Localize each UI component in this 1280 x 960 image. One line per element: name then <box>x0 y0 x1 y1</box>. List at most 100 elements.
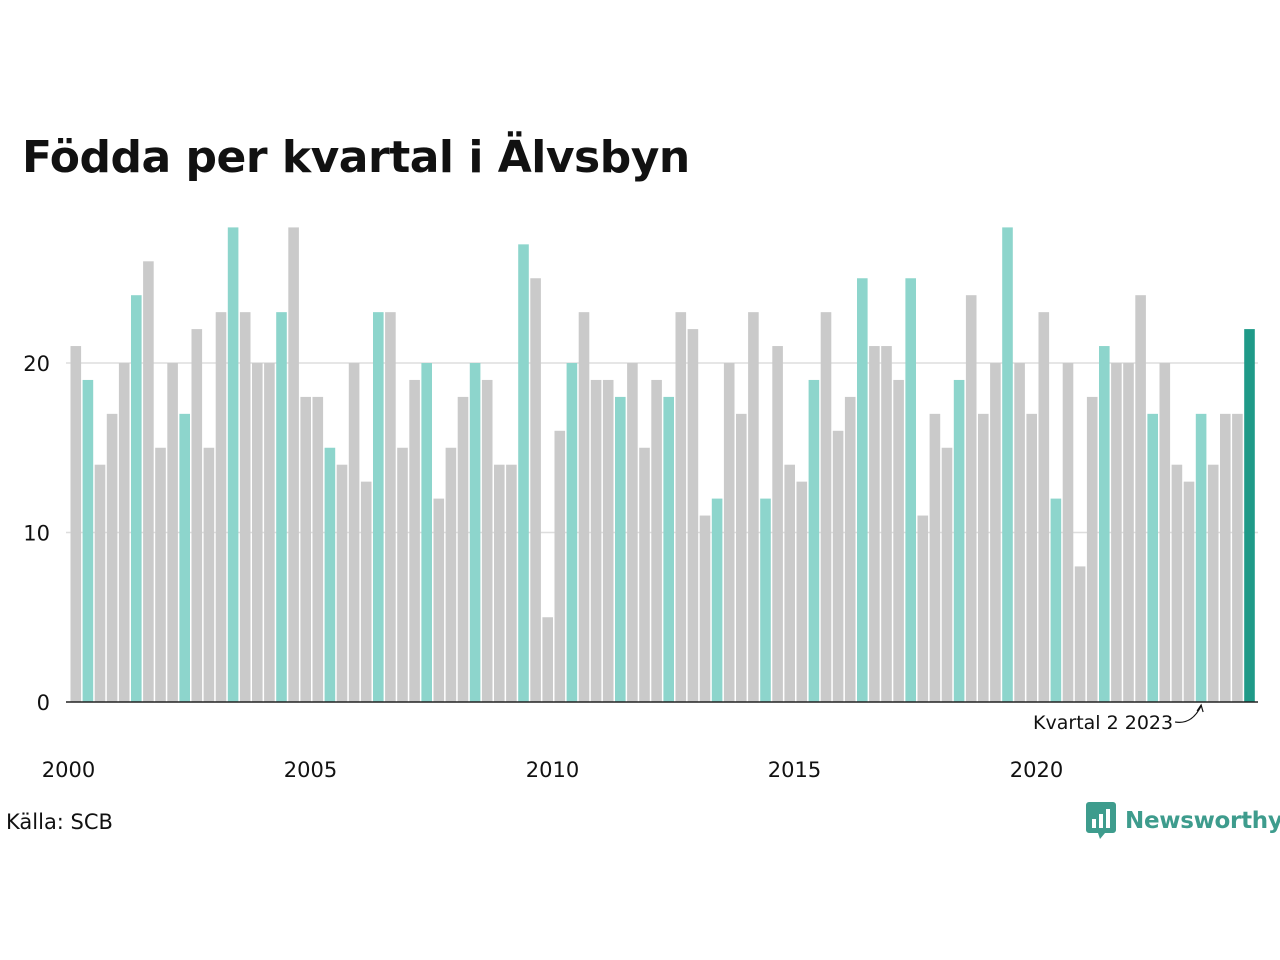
bar <box>494 464 505 702</box>
bar <box>155 447 166 702</box>
x-tick-labels: 2000 2005 2010 2015 2020 <box>42 758 1063 782</box>
bar <box>602 379 614 702</box>
bar <box>796 481 808 702</box>
bar <box>348 363 360 702</box>
bar <box>1026 413 1037 702</box>
x-tick-label: 2015 <box>768 758 821 782</box>
annotation-label: Kvartal 2 2023 <box>1033 712 1173 734</box>
bar <box>627 363 638 702</box>
y-tick-label: 0 <box>37 691 50 715</box>
source-label: Källa: SCB <box>6 810 113 834</box>
bar <box>506 464 517 702</box>
bar <box>639 447 650 702</box>
bar <box>723 363 735 702</box>
bar <box>1244 329 1255 702</box>
bar <box>360 481 372 702</box>
annotation-arrowhead <box>1196 703 1204 713</box>
bar <box>312 396 324 702</box>
bar <box>373 312 384 702</box>
bar <box>857 278 868 702</box>
bar <box>1086 396 1098 702</box>
bar <box>445 447 457 702</box>
bar <box>1099 346 1110 702</box>
bar <box>94 464 106 702</box>
bar <box>203 447 215 702</box>
newsworthy-logo: Newsworthy <box>1086 802 1280 840</box>
chart-title: Födda per kvartal i Älvsbyn <box>22 132 690 183</box>
bar <box>893 379 904 702</box>
bar <box>70 346 82 702</box>
bar <box>264 363 275 702</box>
bar <box>82 379 94 702</box>
bar <box>869 346 880 702</box>
annotation: Kvartal 2 2023 <box>1033 703 1204 734</box>
bar <box>844 396 856 702</box>
x-tick-label: 2005 <box>284 758 337 782</box>
bar <box>530 278 541 702</box>
bar <box>820 312 832 702</box>
bar <box>1074 566 1086 702</box>
bar <box>239 312 251 702</box>
x-tick-label: 2010 <box>526 758 579 782</box>
bar <box>832 430 844 702</box>
bar <box>324 447 336 702</box>
bar <box>663 396 674 702</box>
bar <box>118 363 130 702</box>
logo-text: Newsworthy <box>1125 808 1280 834</box>
bar <box>385 312 396 702</box>
bar <box>215 312 227 702</box>
bar <box>1171 464 1183 702</box>
bar <box>808 379 820 702</box>
bar <box>760 498 771 702</box>
bar <box>106 413 118 702</box>
bar <box>227 227 239 702</box>
bar <box>953 379 965 702</box>
bar <box>1038 312 1050 702</box>
bar <box>179 413 190 702</box>
bar <box>711 498 723 702</box>
bar <box>554 430 566 702</box>
bar <box>457 396 469 702</box>
bar <box>518 244 529 702</box>
bar <box>990 363 1001 702</box>
x-tick-label: 2000 <box>42 758 95 782</box>
bar <box>1195 413 1207 702</box>
bar <box>978 413 989 702</box>
bar <box>288 227 299 702</box>
bar <box>1183 481 1195 702</box>
bar <box>1123 363 1134 702</box>
bar <box>929 413 941 702</box>
bar <box>167 363 178 702</box>
bar <box>1062 363 1074 702</box>
bar <box>651 379 662 702</box>
bar <box>1147 413 1158 702</box>
bars <box>70 227 1255 702</box>
bar <box>542 617 553 702</box>
bar <box>252 363 263 702</box>
bar <box>1014 363 1025 702</box>
bar <box>1135 295 1146 702</box>
bar <box>1050 498 1062 702</box>
bar <box>1002 227 1013 702</box>
bar <box>131 295 142 702</box>
bar <box>590 379 602 702</box>
bar <box>336 464 348 702</box>
bar <box>772 346 783 702</box>
bar <box>300 396 311 702</box>
x-tick-label: 2020 <box>1010 758 1063 782</box>
bar <box>675 312 687 702</box>
bar <box>421 363 432 702</box>
bar <box>917 515 929 702</box>
bar <box>191 329 203 702</box>
y-tick-labels: 0 10 20 <box>23 352 50 715</box>
bar <box>736 413 747 702</box>
bar <box>469 363 481 702</box>
bar <box>578 312 590 702</box>
bar <box>699 515 711 702</box>
bar <box>481 379 493 702</box>
bar <box>566 363 578 702</box>
y-tick-label: 10 <box>23 522 50 546</box>
bar <box>143 261 154 702</box>
bar <box>433 498 445 702</box>
bar-chart: 0 10 20 2000 2005 2010 2015 2020 Kvartal 2 202… <box>23 227 1258 782</box>
